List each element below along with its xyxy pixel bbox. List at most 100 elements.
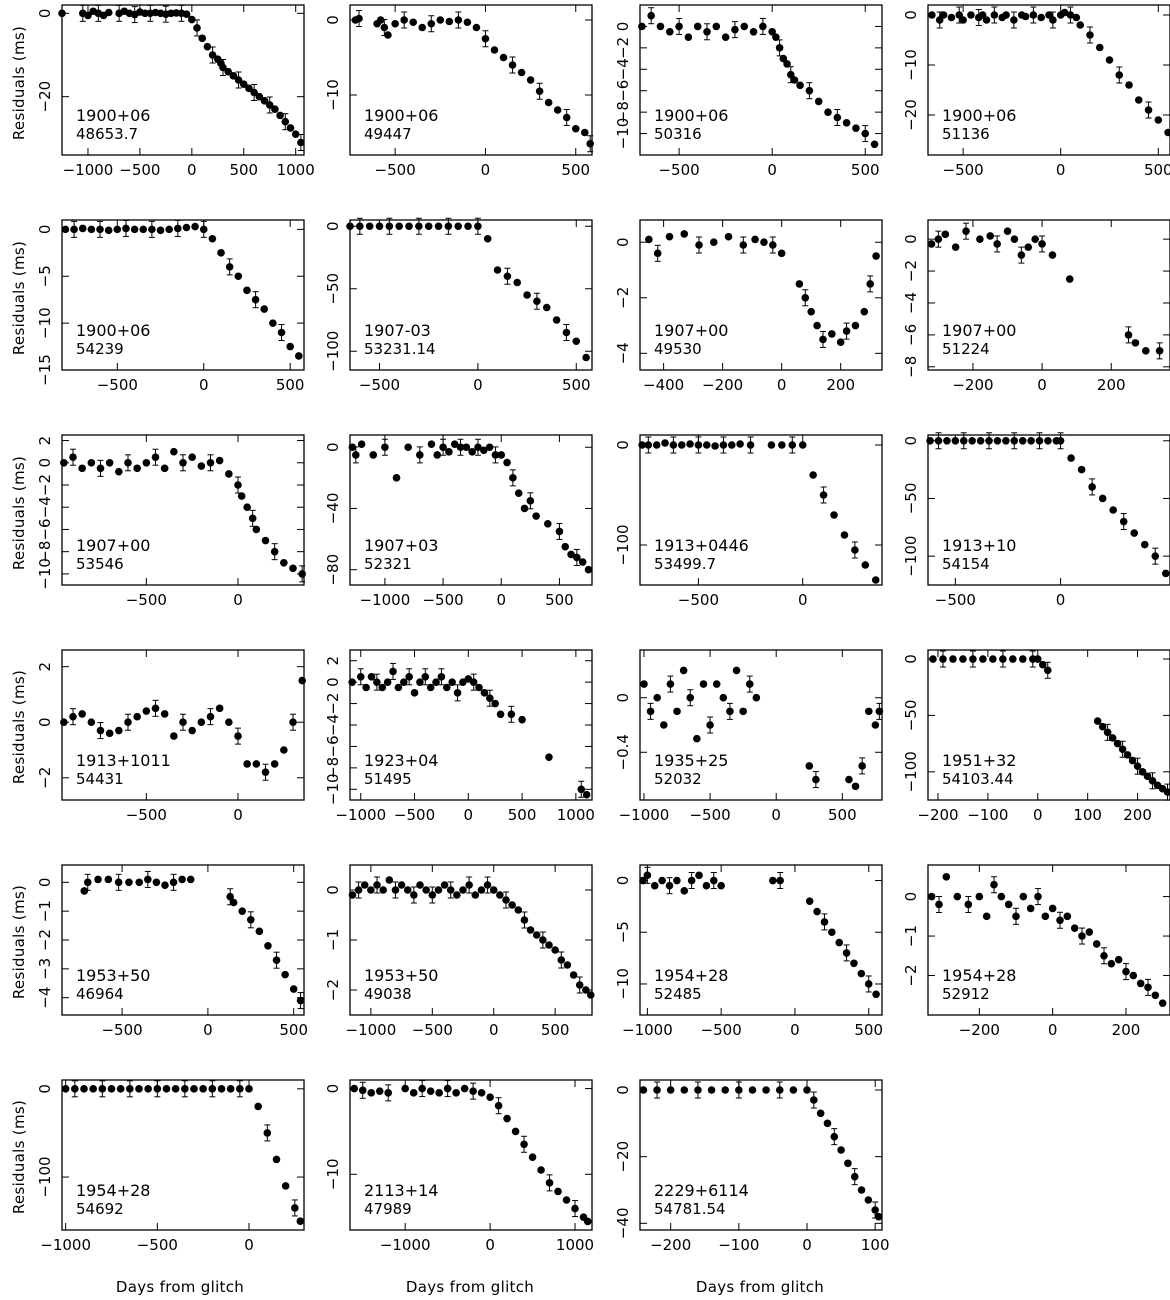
- data-point: [860, 307, 869, 316]
- x-tick-label: 0: [771, 806, 781, 824]
- x-tick-label: 0: [798, 591, 808, 609]
- data-point: [643, 871, 652, 880]
- y-tick-label: −8: [902, 356, 920, 378]
- data-point: [982, 16, 991, 24]
- data-point: [238, 907, 247, 915]
- data-point: [193, 24, 201, 32]
- data-point: [251, 295, 260, 304]
- y-tick-label: 0: [614, 440, 632, 450]
- y-tick-label: 2: [324, 656, 342, 666]
- x-tick-label: −1000: [335, 806, 386, 824]
- data-point: [104, 8, 113, 17]
- data-point: [749, 27, 758, 36]
- data-point: [518, 715, 526, 724]
- data-point: [1108, 734, 1117, 742]
- y-tick-label: −4: [324, 714, 342, 736]
- data-point: [786, 70, 795, 79]
- pulsar-name: 1907+00: [654, 321, 728, 340]
- pulsar-name: 1913+1011: [76, 751, 171, 770]
- data-point: [1070, 924, 1079, 932]
- data-point: [840, 531, 849, 539]
- data-point: [842, 949, 851, 957]
- pulsar-name: 1953+50: [364, 966, 438, 985]
- data-point: [851, 321, 860, 330]
- glitch-epoch: 52912: [942, 985, 990, 1003]
- x-tick-label: −1000: [40, 1236, 91, 1254]
- data-point: [953, 892, 962, 901]
- data-point: [706, 721, 714, 729]
- data-point: [403, 886, 412, 894]
- data-point: [379, 886, 387, 894]
- data-point: [1107, 959, 1116, 968]
- data-point: [851, 782, 860, 791]
- data-point: [1077, 465, 1086, 474]
- data-point: [511, 1127, 520, 1136]
- data-point: [206, 458, 215, 467]
- data-point: [680, 887, 689, 895]
- data-point: [1131, 339, 1140, 347]
- data-point: [444, 222, 453, 231]
- data-point: [645, 235, 653, 244]
- data-point: [967, 11, 975, 19]
- data-point: [1086, 31, 1094, 39]
- data-point: [229, 72, 238, 80]
- data-point: [679, 666, 688, 675]
- data-point: [555, 527, 564, 536]
- data-point: [768, 27, 776, 36]
- data-point: [1018, 436, 1027, 445]
- data-point: [1063, 912, 1072, 921]
- data-point: [1019, 892, 1028, 901]
- pulsar-name: 1907+00: [76, 536, 150, 555]
- data-point: [943, 436, 951, 445]
- data-point: [1004, 900, 1013, 909]
- glitch-epoch: 50316: [654, 125, 702, 143]
- data-point: [448, 678, 456, 686]
- data-point: [1122, 967, 1130, 976]
- pulsar-name: 1900+06: [942, 106, 1016, 125]
- y-tick-label: −100: [324, 331, 342, 372]
- data-point: [638, 441, 646, 449]
- data-point: [252, 525, 261, 534]
- y-tick-label: −15: [36, 354, 54, 386]
- data-point: [405, 672, 413, 681]
- data-point: [445, 17, 454, 26]
- y-tick-label: −40: [324, 493, 342, 525]
- data-point: [217, 249, 225, 257]
- data-point: [687, 876, 696, 885]
- data-point: [243, 760, 251, 768]
- data-point: [986, 232, 995, 240]
- data-point: [197, 718, 206, 727]
- data-point: [494, 1101, 503, 1110]
- data-point: [348, 891, 357, 899]
- data-point: [61, 225, 70, 234]
- y-tick-label: −6: [902, 324, 920, 346]
- data-point: [695, 241, 703, 249]
- plot-frame: [349, 1079, 593, 1231]
- data-point: [503, 458, 511, 467]
- data-point: [298, 676, 306, 685]
- pulsar-name: 2113+14: [364, 1181, 438, 1200]
- data-point: [135, 878, 144, 887]
- data-point: [367, 886, 375, 894]
- data-point: [255, 927, 264, 936]
- data-point: [245, 84, 253, 93]
- data-point: [443, 1084, 452, 1093]
- data-point: [188, 15, 196, 24]
- data-point: [280, 558, 288, 567]
- data-point: [666, 680, 675, 688]
- data-point: [433, 451, 442, 459]
- x-tick-label: 1000: [277, 161, 315, 179]
- x-tick-label: 0: [485, 1236, 495, 1254]
- x-tick-label: 0: [481, 161, 491, 179]
- data-point: [208, 234, 217, 243]
- plot-frame: [927, 434, 1170, 586]
- data-point: [182, 223, 191, 232]
- x-tick-label: −1000: [360, 591, 411, 609]
- x-tick-label: 500: [562, 376, 591, 394]
- data-point: [842, 327, 851, 335]
- x-tick-label: 0: [1037, 376, 1047, 394]
- data-point: [190, 1085, 198, 1093]
- data-point: [435, 1089, 443, 1097]
